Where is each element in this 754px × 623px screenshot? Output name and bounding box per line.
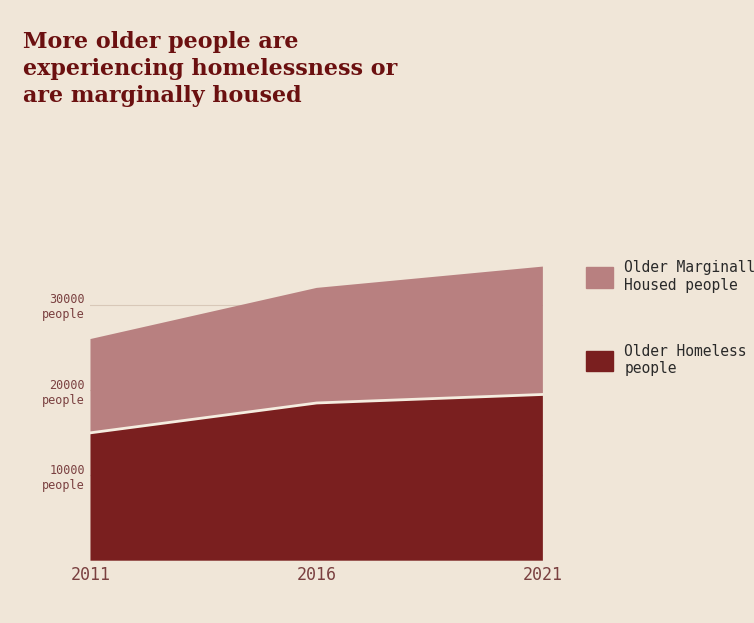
Text: More older people are
experiencing homelessness or
are marginally housed: More older people are experiencing homel… bbox=[23, 31, 397, 107]
Legend: Older Marginally
Housed people, Older Homeless
people: Older Marginally Housed people, Older Ho… bbox=[587, 260, 754, 376]
